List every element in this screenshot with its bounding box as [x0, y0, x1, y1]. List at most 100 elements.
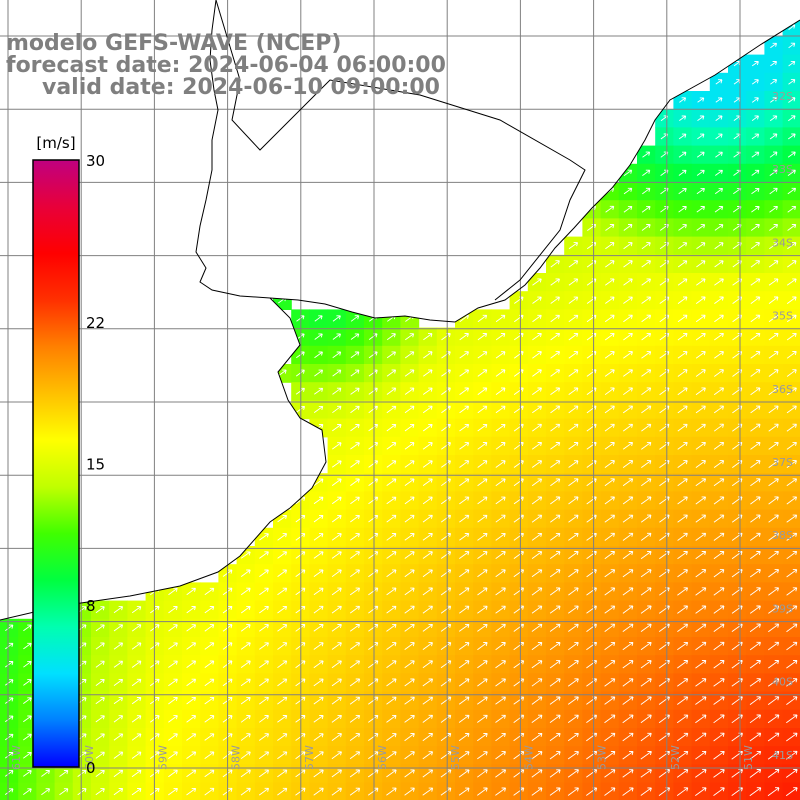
- wind-arrow: [677, 260, 688, 268]
- wind-arrow: [568, 369, 579, 377]
- wind-arrow: [331, 624, 342, 632]
- wind-arrow: [604, 387, 615, 396]
- wind-arrow: [713, 551, 725, 560]
- wind-arrow: [458, 769, 470, 778]
- longitude-label: 54W: [522, 745, 535, 770]
- wind-arrow: [422, 496, 433, 505]
- wind-arrow: [477, 714, 488, 723]
- wind-arrow: [713, 532, 725, 541]
- wind-arrow: [677, 496, 688, 505]
- wind-arrow: [332, 369, 342, 377]
- wind-arrow: [422, 678, 434, 687]
- wind-arrow: [404, 569, 415, 578]
- wind-arrow: [714, 332, 724, 341]
- wind-arrow: [404, 605, 415, 614]
- wind-arrow: [642, 151, 651, 158]
- wind-arrow: [640, 514, 652, 523]
- wind-arrow: [640, 732, 652, 742]
- latitude-label: 33S: [772, 163, 793, 176]
- wind-arrow: [622, 569, 634, 578]
- wind-arrow: [604, 351, 615, 359]
- wind-arrow: [277, 660, 288, 669]
- wind-arrow: [350, 478, 360, 486]
- wind-arrow: [622, 641, 634, 651]
- wind-arrow: [313, 587, 324, 596]
- wind-arrow: [259, 569, 269, 577]
- wind-arrow: [549, 623, 561, 632]
- wind-arrow: [787, 242, 797, 250]
- wind-arrow: [186, 624, 197, 632]
- wind-arrow: [404, 514, 415, 523]
- wind-arrow: [386, 405, 397, 414]
- wind-arrow: [422, 442, 433, 450]
- wind-arrow: [23, 770, 32, 777]
- wind-arrow: [313, 696, 324, 705]
- coastline-segment: [195, 0, 800, 323]
- wind-arrow: [696, 224, 706, 231]
- colorbar-tick-label: 15: [86, 456, 105, 474]
- wind-arrow: [386, 696, 397, 705]
- wind-arrow: [23, 715, 32, 723]
- wind-arrow: [767, 696, 780, 705]
- wind-arrow: [422, 533, 433, 541]
- wind-arrow: [750, 351, 761, 359]
- wind-arrow: [677, 278, 688, 286]
- wind-arrow: [641, 351, 652, 359]
- wind-arrow: [531, 732, 543, 742]
- wind-arrow: [113, 715, 124, 723]
- wind-arrow: [568, 460, 579, 468]
- wind-arrow: [749, 714, 762, 724]
- wind-arrow: [640, 569, 652, 578]
- wind-arrow: [131, 733, 142, 741]
- wind-arrow: [677, 587, 689, 596]
- wind-arrow: [332, 333, 341, 340]
- wind-arrow: [240, 624, 251, 632]
- colorbar-unit-label: [m/s]: [36, 134, 75, 152]
- wind-arrow: [768, 550, 779, 560]
- wind-arrow: [750, 405, 761, 414]
- wind-arrow: [313, 514, 324, 523]
- wind-arrow: [622, 714, 634, 724]
- wind-arrow: [677, 605, 689, 614]
- wind-arrow: [749, 641, 761, 651]
- wind-arrow: [422, 787, 434, 796]
- wind-arrow: [204, 606, 215, 614]
- wind-arrow: [750, 260, 761, 268]
- wind-arrow: [715, 79, 723, 85]
- wind-arrow: [186, 787, 197, 796]
- wind-arrow: [204, 660, 215, 668]
- wind-arrow: [314, 387, 324, 395]
- wind-arrow: [350, 496, 360, 505]
- wind-arrow: [713, 750, 725, 760]
- wind-arrow: [314, 369, 324, 377]
- wind-arrow: [786, 623, 798, 633]
- wind-arrow: [768, 387, 779, 396]
- wind-arrow: [404, 642, 415, 650]
- wind-arrow: [131, 660, 142, 668]
- wind-arrow: [550, 532, 561, 541]
- wind-arrow: [658, 623, 670, 632]
- wind-arrow: [386, 569, 397, 578]
- wind-arrow: [386, 769, 397, 778]
- wind-arrow: [495, 532, 506, 541]
- wind-arrow: [605, 205, 615, 213]
- wind-arrow: [459, 423, 470, 432]
- wind-arrow: [350, 569, 360, 578]
- wind-arrow: [495, 714, 506, 723]
- wind-arrow: [331, 587, 342, 596]
- wind-arrow: [751, 79, 759, 85]
- wind-arrow: [623, 314, 633, 323]
- wind-arrow: [604, 587, 616, 596]
- wind-arrow: [386, 369, 397, 377]
- wind-arrow: [349, 678, 361, 687]
- wind-arrow: [259, 551, 269, 559]
- wind-arrow: [677, 460, 688, 468]
- wind-arrow: [131, 769, 142, 778]
- grid-labels: 32S 33S 34S 35S 36S 37S 38S 39S 40S 41S 61W 60W 59W 5…: [10, 90, 793, 770]
- wind-arrow: [313, 769, 324, 778]
- wind-arrow: [604, 460, 615, 468]
- wind-arrow: [623, 351, 633, 359]
- wind-arrow: [641, 332, 652, 341]
- wind-arrow: [95, 606, 105, 614]
- wind-arrow: [277, 696, 288, 705]
